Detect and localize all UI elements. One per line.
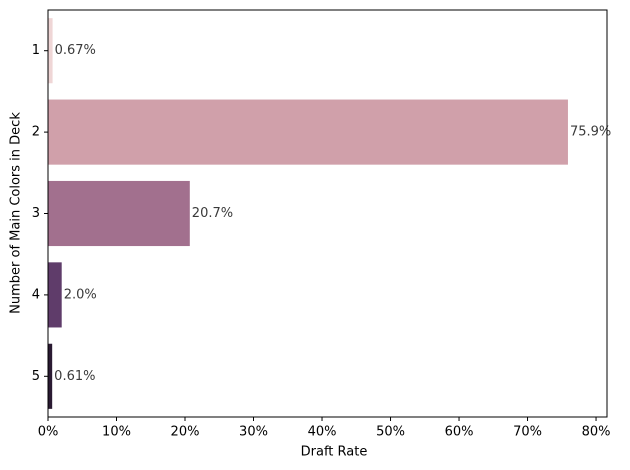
y-tick-label: 3 bbox=[32, 206, 40, 221]
x-tick-label: 10% bbox=[102, 425, 131, 440]
x-tick-label: 80% bbox=[582, 425, 611, 440]
x-tick-label: 70% bbox=[513, 425, 542, 440]
x-axis-label: Draft Rate bbox=[301, 445, 368, 460]
x-tick-label: 20% bbox=[171, 425, 200, 440]
value-label: 20.7% bbox=[192, 206, 233, 221]
plot-frame bbox=[47, 9, 608, 418]
bar bbox=[48, 99, 568, 165]
y-tick-label: 5 bbox=[32, 369, 40, 384]
x-tick-label: 50% bbox=[376, 425, 405, 440]
x-tick-label: 40% bbox=[308, 425, 337, 440]
value-label: 0.67% bbox=[55, 43, 96, 58]
x-tick-label: 60% bbox=[445, 425, 474, 440]
y-tick-label: 4 bbox=[32, 287, 40, 302]
y-tick-label: 1 bbox=[32, 43, 40, 58]
bar bbox=[48, 262, 62, 328]
value-label: 0.61% bbox=[54, 369, 95, 384]
y-axis-label: Number of Main Colors in Deck bbox=[9, 112, 24, 314]
bar bbox=[48, 180, 190, 247]
value-label: 75.9% bbox=[570, 125, 611, 140]
value-label: 2.0% bbox=[64, 287, 97, 302]
x-tick-label: 30% bbox=[239, 425, 268, 440]
y-tick-label: 2 bbox=[32, 125, 40, 140]
x-tick-label: 0% bbox=[38, 425, 59, 440]
bar bbox=[48, 343, 53, 409]
bar bbox=[48, 18, 53, 84]
